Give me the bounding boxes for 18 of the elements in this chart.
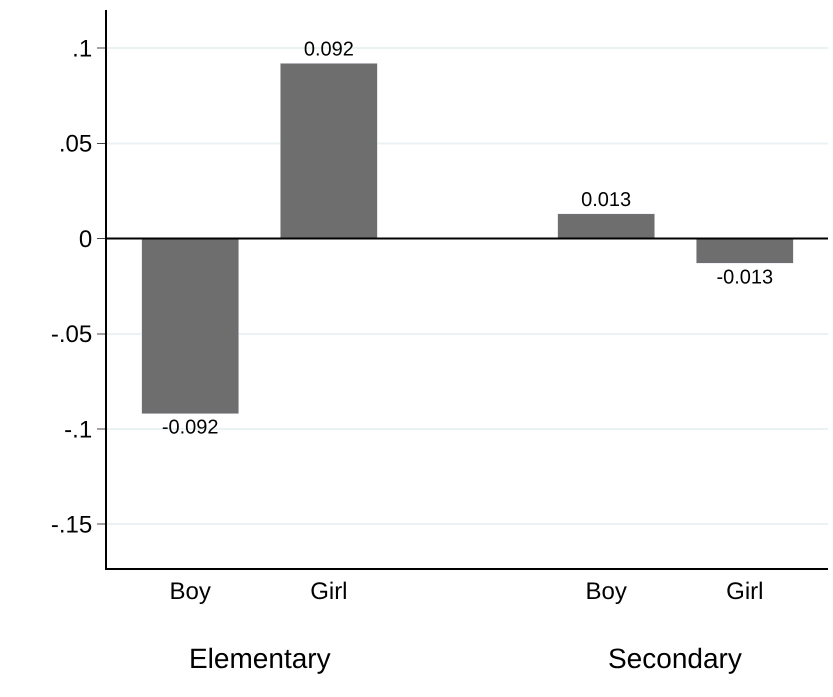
data-label: 0.092 <box>304 38 354 60</box>
bar <box>557 214 655 239</box>
x-tick-label: Girl <box>726 578 764 605</box>
y-tick-label: -.15 <box>50 512 92 539</box>
y-tick-label: .05 <box>58 130 92 158</box>
bar <box>696 238 794 264</box>
x-tick-label: Boy <box>585 578 627 605</box>
y-tick-label: -.1 <box>64 416 92 444</box>
x-tick-label: Girl <box>310 578 348 605</box>
data-label: -0.092 <box>162 416 219 439</box>
x-tick-label: Boy <box>170 578 211 605</box>
data-label: -0.013 <box>716 266 774 288</box>
data-label: 0.013 <box>581 188 632 211</box>
y-tick-label: 0 <box>78 226 92 253</box>
y-tick-label: .1 <box>72 35 92 62</box>
text: Secondary <box>608 643 742 674</box>
text: Elementary <box>189 643 331 674</box>
y-tick-label: -.05 <box>50 321 92 348</box>
